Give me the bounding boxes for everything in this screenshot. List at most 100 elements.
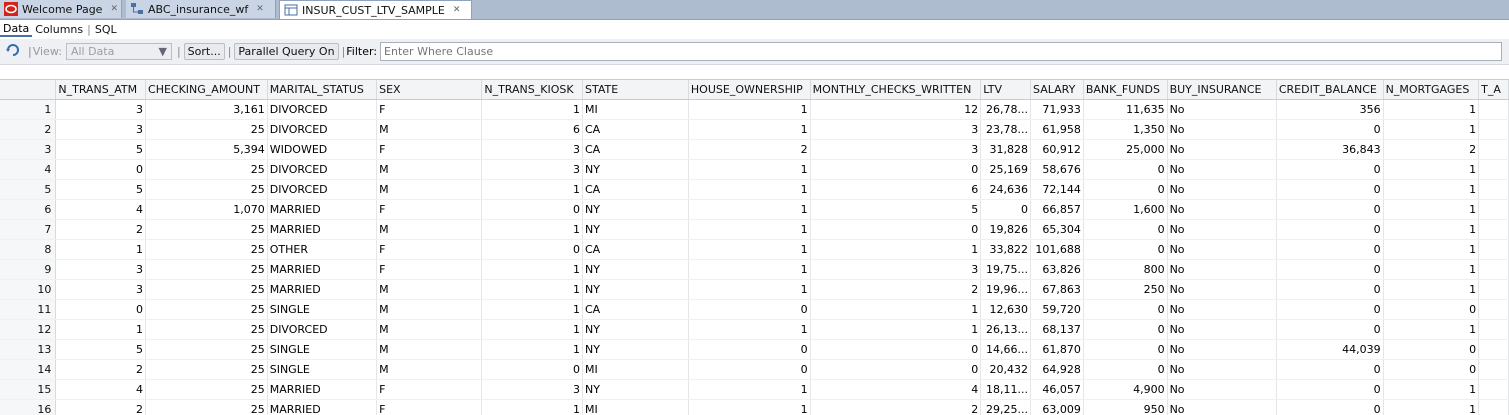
table-cell[interactable]: 800: [1083, 260, 1167, 280]
row-number[interactable]: 12: [0, 320, 56, 340]
table-cell[interactable]: 2: [810, 280, 981, 300]
table-cell[interactable]: No: [1167, 400, 1276, 415]
table-cell[interactable]: 0: [1276, 260, 1383, 280]
table-cell[interactable]: No: [1167, 380, 1276, 400]
table-cell[interactable]: 25: [146, 320, 268, 340]
table-cell[interactable]: 3: [810, 260, 981, 280]
table-cell[interactable]: M: [377, 320, 482, 340]
table-cell[interactable]: NY: [582, 260, 688, 280]
table-cell[interactable]: 26,78...: [981, 100, 1031, 120]
table-cell[interactable]: [1479, 280, 1509, 300]
table-cell[interactable]: 31,828: [981, 140, 1031, 160]
table-cell[interactable]: 72,144: [1031, 180, 1084, 200]
table-cell[interactable]: 1: [688, 100, 810, 120]
table-cell[interactable]: NY: [582, 160, 688, 180]
table-cell[interactable]: 25: [146, 380, 268, 400]
table-cell[interactable]: M: [377, 340, 482, 360]
table-cell[interactable]: F: [377, 380, 482, 400]
table-cell[interactable]: DIVORCED: [267, 320, 376, 340]
table-cell[interactable]: 0: [688, 360, 810, 380]
table-cell[interactable]: 18,11...: [981, 380, 1031, 400]
table-cell[interactable]: 1,070: [146, 200, 268, 220]
table-cell[interactable]: 1: [1383, 120, 1479, 140]
table-cell[interactable]: NY: [582, 280, 688, 300]
filter-input[interactable]: [380, 42, 1502, 61]
table-cell[interactable]: No: [1167, 120, 1276, 140]
tab-data[interactable]: Data: [0, 22, 32, 37]
table-cell[interactable]: No: [1167, 360, 1276, 380]
table-cell[interactable]: DIVORCED: [267, 100, 376, 120]
table-cell[interactable]: 1: [56, 320, 146, 340]
column-header[interactable]: LTV: [981, 80, 1031, 100]
table-cell[interactable]: [1479, 100, 1509, 120]
table-cell[interactable]: 1: [688, 320, 810, 340]
table-cell[interactable]: 0: [981, 200, 1031, 220]
table-cell[interactable]: 0: [56, 160, 146, 180]
table-cell[interactable]: F: [377, 240, 482, 260]
row-number[interactable]: 1: [0, 100, 56, 120]
table-cell[interactable]: 5: [56, 340, 146, 360]
table-cell[interactable]: 2: [56, 400, 146, 415]
table-cell[interactable]: 0: [810, 340, 981, 360]
table-cell[interactable]: 1: [810, 300, 981, 320]
close-icon[interactable]: ✕: [256, 4, 264, 14]
table-cell[interactable]: MARRIED: [267, 260, 376, 280]
table-cell[interactable]: 1: [482, 180, 583, 200]
table-cell[interactable]: 0: [1276, 180, 1383, 200]
table-cell[interactable]: 3: [56, 120, 146, 140]
table-cell[interactable]: No: [1167, 100, 1276, 120]
table-cell[interactable]: [1479, 200, 1509, 220]
table-cell[interactable]: No: [1167, 340, 1276, 360]
tab-columns[interactable]: Columns: [32, 23, 86, 36]
table-cell[interactable]: M: [377, 280, 482, 300]
row-number[interactable]: 14: [0, 360, 56, 380]
table-cell[interactable]: 0: [1083, 240, 1167, 260]
column-header[interactable]: N_MORTGAGES: [1383, 80, 1479, 100]
table-cell[interactable]: DIVORCED: [267, 120, 376, 140]
table-cell[interactable]: 0: [1083, 360, 1167, 380]
table-cell[interactable]: 24,636: [981, 180, 1031, 200]
table-cell[interactable]: 25: [146, 220, 268, 240]
column-header[interactable]: CREDIT_BALANCE: [1276, 80, 1383, 100]
table-cell[interactable]: 25: [146, 160, 268, 180]
table-cell[interactable]: No: [1167, 140, 1276, 160]
table-cell[interactable]: 1: [688, 280, 810, 300]
table-cell[interactable]: 61,958: [1031, 120, 1084, 140]
table-cell[interactable]: 1: [482, 260, 583, 280]
table-cell[interactable]: 25,169: [981, 160, 1031, 180]
table-cell[interactable]: 356: [1276, 100, 1383, 120]
table-cell[interactable]: 12,630: [981, 300, 1031, 320]
table-cell[interactable]: 14,66...: [981, 340, 1031, 360]
row-number[interactable]: 6: [0, 200, 56, 220]
table-cell[interactable]: 1: [1383, 180, 1479, 200]
table-cell[interactable]: 0: [1276, 280, 1383, 300]
table-cell[interactable]: M: [377, 360, 482, 380]
table-cell[interactable]: NY: [582, 340, 688, 360]
row-number[interactable]: 11: [0, 300, 56, 320]
column-header[interactable]: MARITAL_STATUS: [267, 80, 376, 100]
table-cell[interactable]: MI: [582, 100, 688, 120]
table-cell[interactable]: 0: [1276, 160, 1383, 180]
table-cell[interactable]: 2: [56, 220, 146, 240]
table-cell[interactable]: SINGLE: [267, 360, 376, 380]
table-cell[interactable]: 0: [1383, 360, 1479, 380]
column-header[interactable]: SALARY: [1031, 80, 1084, 100]
table-cell[interactable]: 58,676: [1031, 160, 1084, 180]
row-number[interactable]: 7: [0, 220, 56, 240]
table-cell[interactable]: 25: [146, 280, 268, 300]
view-select[interactable]: All Data ▼: [66, 43, 172, 60]
table-cell[interactable]: 1: [1383, 280, 1479, 300]
table-cell[interactable]: WIDOWED: [267, 140, 376, 160]
table-cell[interactable]: 3,161: [146, 100, 268, 120]
table-cell[interactable]: 2: [810, 400, 981, 415]
table-cell[interactable]: No: [1167, 320, 1276, 340]
table-cell[interactable]: 71,933: [1031, 100, 1084, 120]
table-cell[interactable]: 4,900: [1083, 380, 1167, 400]
table-cell[interactable]: 250: [1083, 280, 1167, 300]
